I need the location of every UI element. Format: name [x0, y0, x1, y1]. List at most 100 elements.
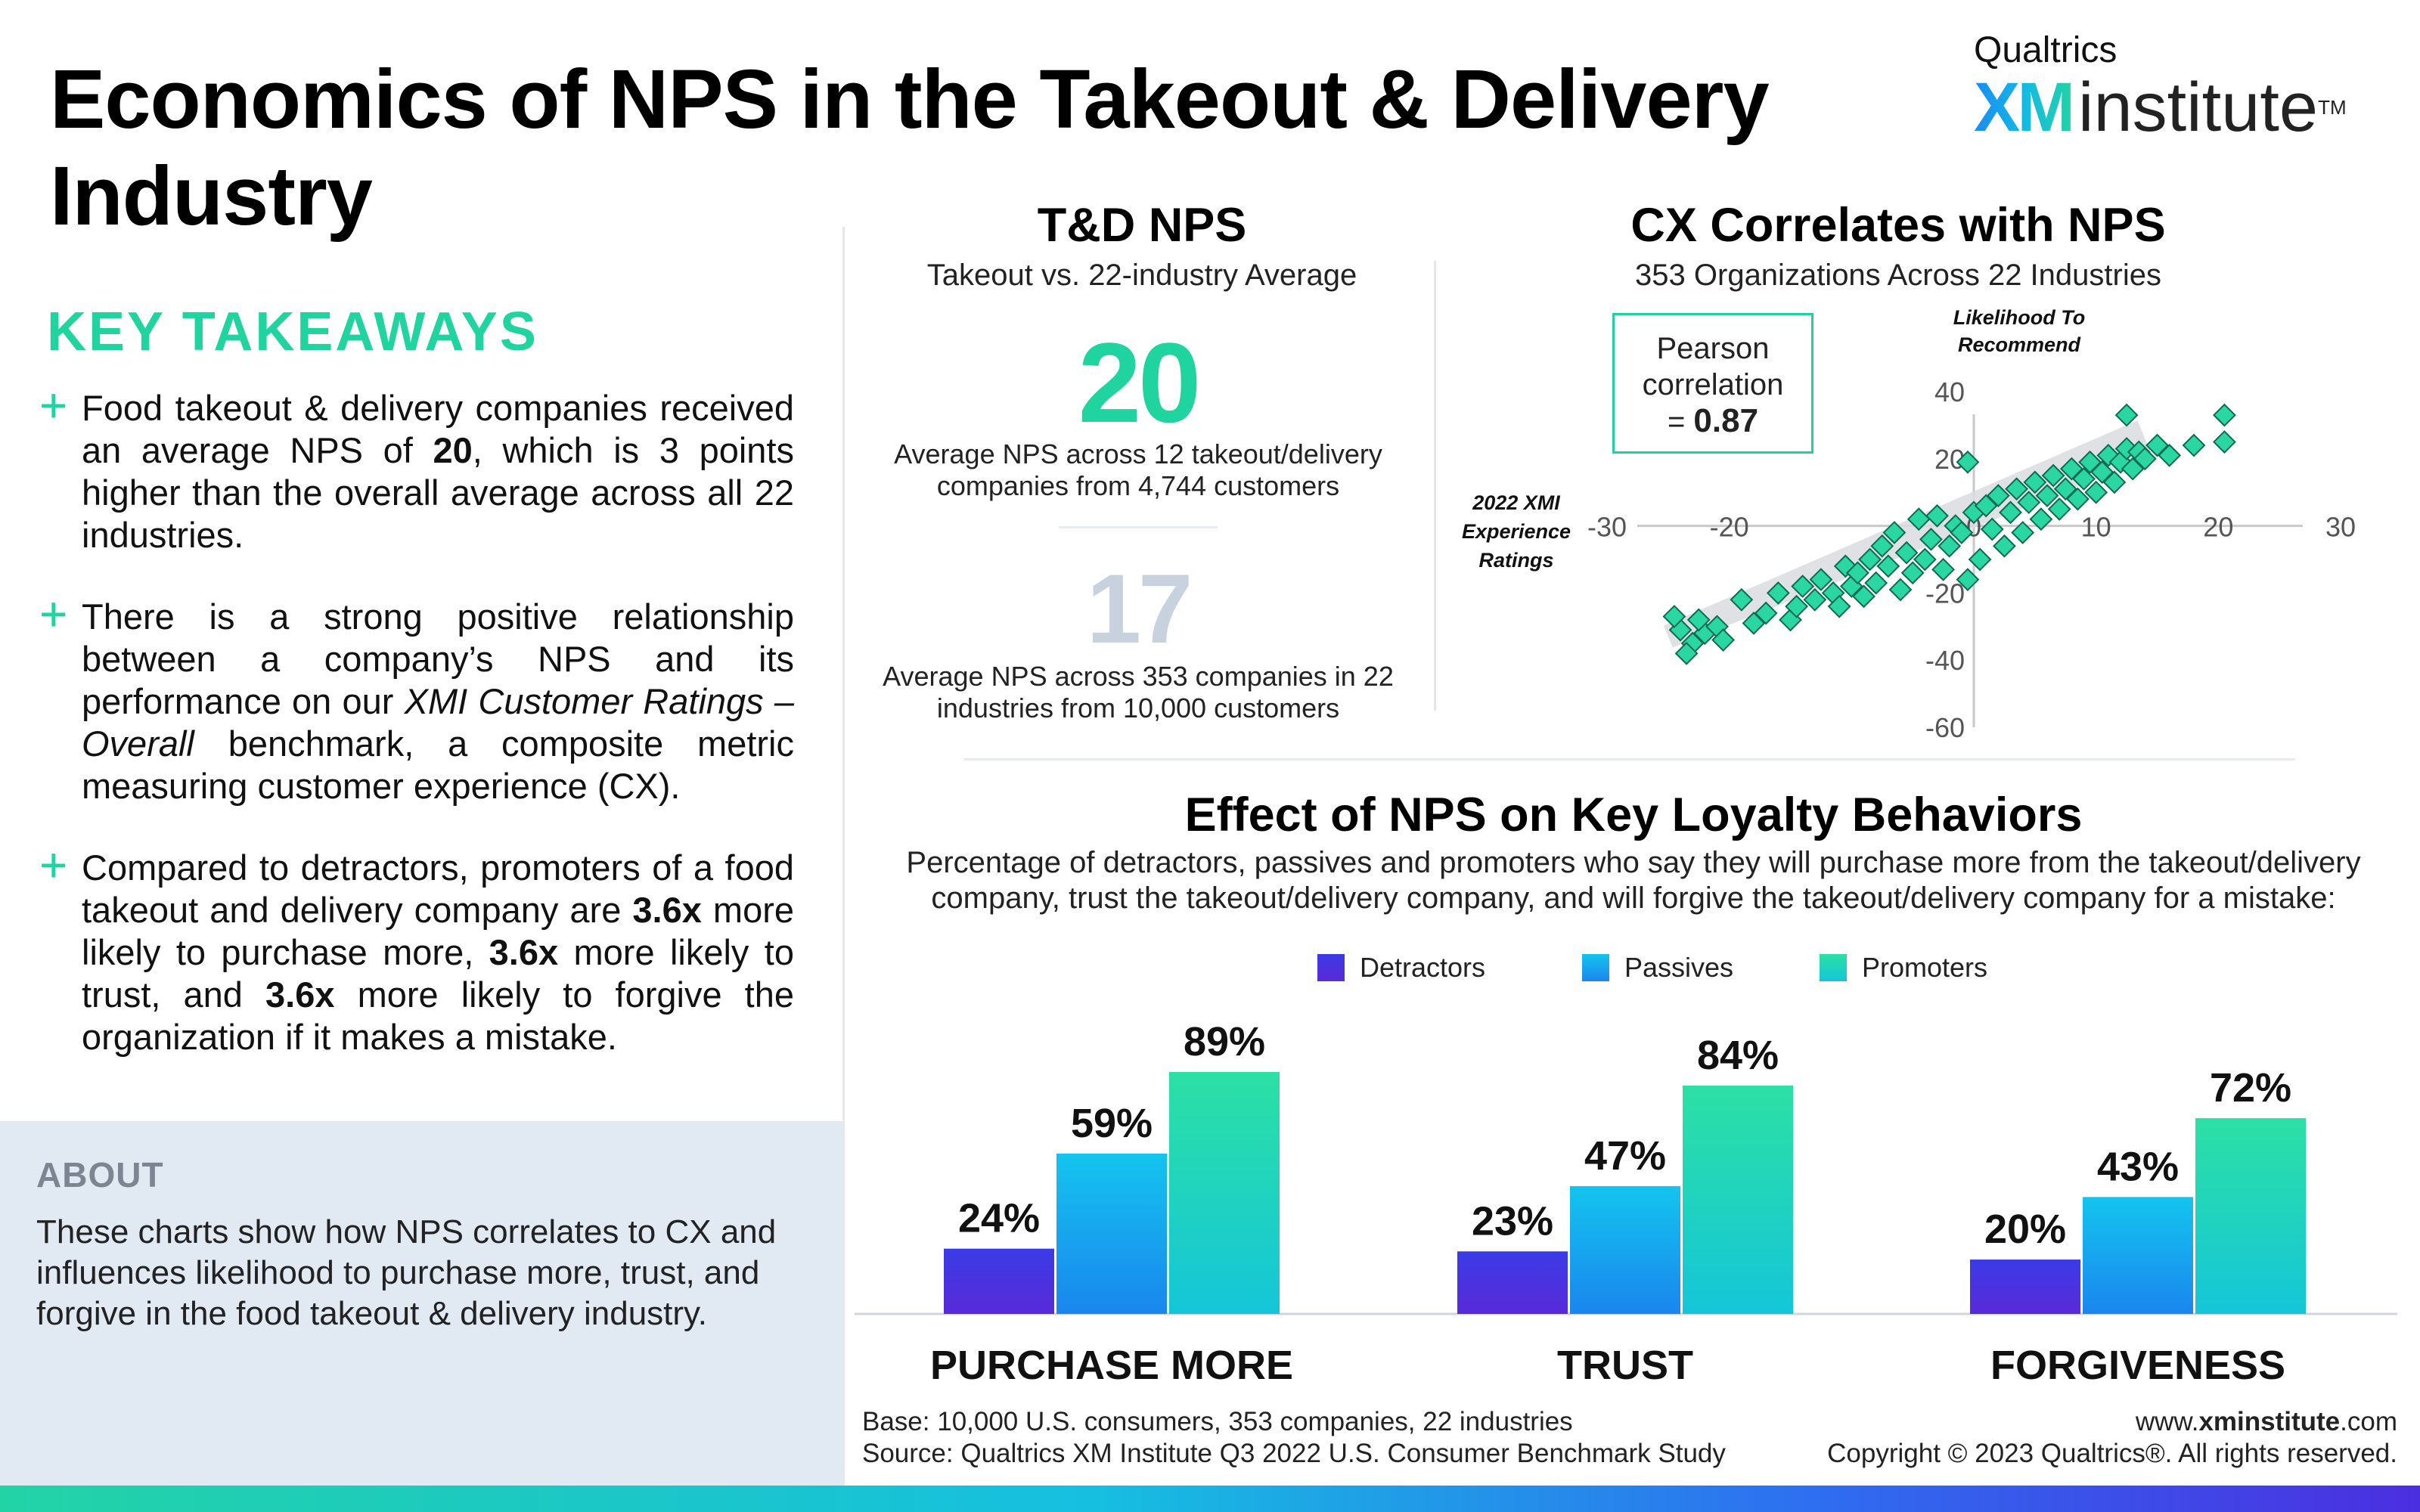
scatter-point [1827, 594, 1851, 618]
takeout-nps-value: 20 [1078, 319, 1202, 446]
scatter-point [1674, 641, 1699, 665]
takeaway-text: There is a strong positive relationship … [82, 596, 794, 721]
bar-value-label: 47% [1584, 1133, 1666, 1179]
overall-nps-value: 17 [1086, 553, 1193, 664]
x-tick-label: -20 [1710, 512, 1749, 543]
x-tick-label: 30 [2325, 512, 2356, 543]
scatter-point [1846, 561, 1869, 585]
scatter-point [1931, 557, 1955, 581]
key-takeaways-list: + Food takeout & delivery companies rece… [39, 381, 794, 1098]
pearson-prefix: = [1667, 405, 1694, 438]
scatter-point [2145, 433, 2169, 457]
about-panel: ABOUT These charts show how NPS correlat… [0, 1121, 842, 1486]
scatter-point [1956, 568, 1980, 592]
takeaway-item: + Food takeout & delivery companies rece… [39, 381, 794, 556]
bar-passives [1570, 1185, 1680, 1314]
scatter-point [1791, 575, 1815, 598]
x-axis-label: 2022 XMI Experience Ratings [1461, 491, 1571, 572]
scatter-point [2078, 450, 2102, 474]
x-tick-label: 20 [2203, 512, 2233, 543]
about-heading: ABOUT [36, 1155, 164, 1194]
legend-swatch-detractors [1317, 954, 1345, 981]
left-column-divider [842, 227, 845, 1486]
bar-passives [2083, 1197, 2193, 1314]
scatter-point [2011, 521, 2035, 544]
bar-promoters [1169, 1071, 1280, 1314]
scatter-point [2213, 403, 2236, 427]
scatter-point [1980, 517, 2004, 541]
scatter-point [1742, 611, 1766, 635]
scatter-point [1919, 527, 1943, 551]
scatter-point [1950, 521, 1974, 544]
scatter-point [2066, 487, 2090, 511]
bar-value-label: 84% [1697, 1033, 1779, 1078]
bar-detractors [944, 1248, 1054, 1314]
legend-swatch-promoters [1820, 954, 1847, 981]
takeaway-text: , which is 3 points higher than the over… [82, 430, 794, 555]
bar-promoters [2195, 1118, 2306, 1314]
category-label: FORGIVENESS [1990, 1343, 2285, 1388]
scatter-point [2090, 460, 2114, 484]
page-title: Economics of NPS in the Takeout & Delive… [50, 53, 1770, 243]
scatter-point [2023, 470, 2047, 494]
scatter-point [1925, 503, 1949, 528]
scatter-point [2017, 491, 2041, 514]
x-tick-label: 10 [2081, 512, 2111, 543]
takeaway-bold: 20 [433, 430, 473, 470]
middle-divider [1434, 261, 1436, 711]
logo-qualtrics-text: Qualtrics [1974, 30, 2118, 70]
overall-nps-caption: Average NPS across 353 companies in 22 i… [883, 661, 1394, 723]
about-text: These charts show how NPS correlates to … [36, 1213, 777, 1332]
scatter-point [1803, 587, 1827, 612]
bottom-gradient-strip [0, 1486, 2420, 1512]
scatter-point [1730, 587, 1754, 612]
scatter-point [2102, 470, 2127, 494]
scatter-point [2047, 497, 2071, 521]
footer-base: Base: 10,000 U.S. consumers, 353 compani… [862, 1407, 1573, 1436]
scatter-point [1852, 584, 1876, 609]
takeaway-text: more likely to forgive the organization … [82, 974, 794, 1057]
cx-correlates-title: CX Correlates with NPS [1630, 199, 2166, 252]
url-prefix: www. [2135, 1407, 2199, 1436]
scatter-point [1974, 494, 1998, 518]
scatter-point [1686, 608, 1711, 632]
takeaway-text: benchmark, a composite metric measuring … [82, 723, 794, 806]
takeaway-text: more likely to trust, and [82, 932, 794, 1015]
footer-url[interactable]: www.xminstitute.com [1827, 1406, 2397, 1438]
scatter-point [1766, 581, 1790, 605]
y-tick-label: 40 [1934, 376, 1965, 407]
bar-value-label: 59% [1071, 1101, 1153, 1146]
pearson-value: 0.87 [1693, 402, 1759, 439]
scatter-point [2213, 430, 2236, 454]
scatter-point [1956, 450, 1980, 474]
scatter-point [1986, 484, 2010, 508]
takeaway-italic: XMI Customer Ratings – Overall [82, 681, 794, 764]
bar-value-label: 89% [1184, 1019, 1265, 1064]
takeaway-text: Compared to detractors, promoters of a f… [82, 847, 794, 930]
scatter-point [1864, 571, 1888, 595]
scatter-point [1938, 534, 1962, 558]
scatter-point [1999, 500, 2022, 525]
footer-right: www.xminstitute.com Copyright © 2023 Qua… [1827, 1406, 2397, 1470]
scatter-point [1882, 521, 1907, 544]
td-nps-subtitle: Takeout vs. 22-industry Average [926, 259, 1357, 292]
scatter-point [2114, 403, 2139, 427]
scatter-point [1876, 554, 1900, 578]
key-takeaways-heading: KEY TAKEAWAYS [47, 302, 538, 362]
pearson-correlation-box: Pearson correlation = 0.87 [1612, 313, 1813, 454]
logo-xm-text: XM [1974, 69, 2075, 146]
takeout-nps-caption: Average NPS across 12 takeout/delivery c… [894, 438, 1382, 501]
xm-institute-logo[interactable]: Qualtrics XMinstituteTM [1974, 29, 2382, 150]
takeaway-item: + Compared to detractors, promoters of a… [39, 841, 794, 1058]
nps-separator [1059, 526, 1218, 528]
pearson-label-2: correlation [1642, 368, 1784, 401]
legend-detractors: Detractors [1360, 952, 1486, 983]
scatter-point [2084, 480, 2108, 504]
footer-source: Source: Qualtrics XM Institute Q3 2022 U… [862, 1439, 1726, 1468]
scatter-point [2158, 443, 2182, 467]
category-label: TRUST [1557, 1343, 1693, 1388]
scatter-point [2121, 457, 2145, 481]
logo-institute-text: institute [2078, 69, 2319, 146]
pearson-label-1: Pearson [1656, 332, 1770, 365]
scatter-point [2041, 463, 2065, 488]
